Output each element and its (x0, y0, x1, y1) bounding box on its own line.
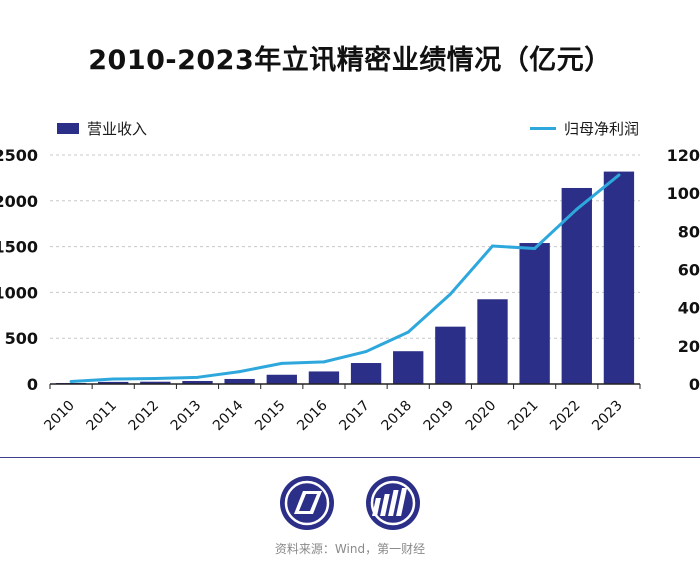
net-profit-point (533, 247, 537, 251)
left-axis-tick-label: 2000 (0, 192, 38, 211)
publisher-logo-left-icon (280, 476, 334, 530)
chart-title: 2010-2023年立讯精密业绩情况（亿元） (88, 45, 612, 76)
source-note: 资料来源：Wind，第一财经 (274, 542, 426, 556)
net-profit-line (70, 173, 620, 384)
legend-net-profit: 归母净利润 (530, 118, 639, 139)
net-profit-point (617, 173, 621, 177)
right-axis-tick-label: 20 (678, 337, 700, 356)
x-axis-category-label: 2014 (210, 397, 247, 434)
revenue-bar (350, 363, 382, 384)
revenue-bar (393, 351, 424, 384)
left-axis-tick-label: 1000 (0, 283, 38, 302)
right-axis-tick-label: 40 (678, 299, 700, 318)
net-profit-point (111, 377, 115, 381)
legend-revenue: 营业收入 (57, 118, 147, 139)
legend-bar-swatch (57, 123, 79, 134)
right-axis-tick-label: 100 (667, 184, 700, 203)
right-axis-tick-label: 60 (678, 261, 700, 280)
net-profit-point (406, 330, 410, 334)
revenue-bar (519, 243, 550, 384)
right-axis-tick-label: 120 (667, 146, 700, 165)
right-axis-tick-label: 80 (678, 222, 700, 241)
x-axis-category-label: 2015 (252, 398, 289, 435)
combo-chart: 0500100015002000250002040608010012020102… (0, 146, 700, 435)
x-axis-category-label: 2019 (421, 398, 458, 435)
revenue-bar (477, 299, 508, 384)
x-axis-category-label: 2016 (294, 397, 331, 434)
right-axis-tick-label: 0 (689, 375, 700, 394)
legend-net-profit-label: 归母净利润 (564, 120, 640, 138)
revenue-bar (140, 381, 171, 384)
left-axis-tick-label: 500 (5, 329, 38, 348)
net-profit-point (238, 370, 242, 374)
revenue-bar (224, 378, 255, 384)
left-axis-tick-label: 0 (27, 375, 38, 394)
revenue-bar (182, 380, 213, 384)
x-axis-category-label: 2013 (168, 398, 205, 435)
net-profit-point (280, 361, 284, 365)
legend-line-swatch (530, 127, 556, 130)
x-axis-category-label: 2023 (589, 398, 626, 435)
legend-revenue-label: 营业收入 (87, 120, 148, 138)
net-profit-point (448, 292, 452, 296)
net-profit-point (153, 376, 157, 380)
net-profit-point (364, 350, 368, 354)
net-profit-point (69, 380, 73, 384)
revenue-bar (266, 374, 297, 384)
revenue-bar (98, 381, 129, 384)
revenue-bar (603, 171, 635, 384)
x-axis-category-label: 2021 (505, 398, 542, 435)
net-profit-point (322, 360, 326, 364)
x-axis-category-label: 2017 (336, 398, 373, 435)
x-axis-category-label: 2012 (126, 398, 163, 435)
net-profit-point (491, 244, 494, 248)
x-axis-category-label: 2018 (379, 398, 416, 435)
footer-divider (0, 457, 700, 458)
net-profit-point (196, 375, 199, 379)
x-axis-category-label: 2011 (84, 398, 121, 435)
x-axis-category-label: 2020 (463, 398, 500, 435)
revenue-bar (308, 371, 340, 384)
revenue-bar (435, 326, 466, 384)
net-profit-point (575, 207, 579, 211)
publisher-logos (0, 474, 700, 532)
x-axis-category-label: 2010 (41, 398, 78, 435)
left-axis-tick-label: 2500 (0, 146, 38, 165)
publisher-logo-right-icon (366, 476, 420, 530)
x-axis-category-label: 2022 (547, 398, 584, 435)
left-axis-tick-label: 1500 (0, 238, 38, 257)
